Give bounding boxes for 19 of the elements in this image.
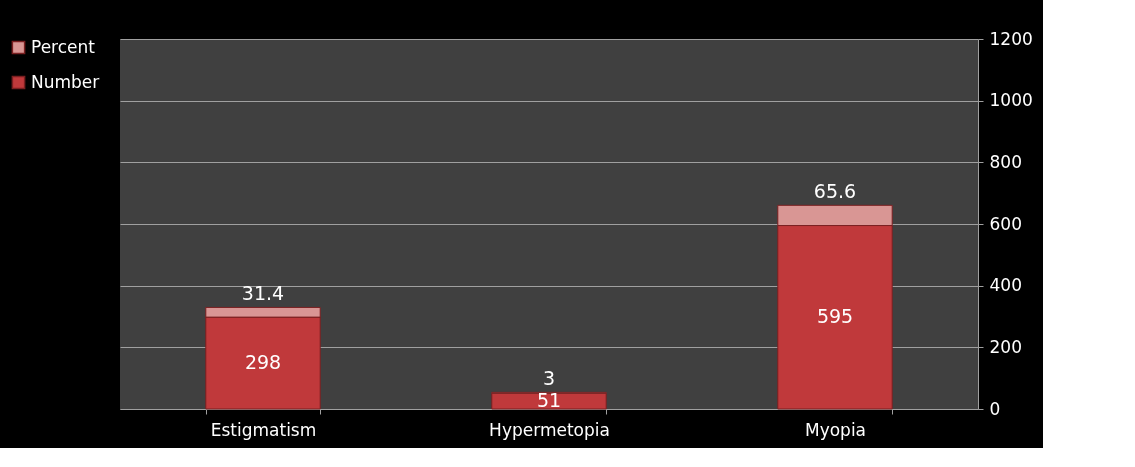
data-label: 595	[816, 305, 854, 328]
data-label: 3	[542, 367, 556, 390]
data-label: 298	[244, 351, 282, 374]
x-tick-label: Hypermetopia	[489, 419, 610, 440]
y-tick-label: 1200	[989, 28, 1033, 49]
data-label: 31.4	[241, 282, 285, 305]
y-tick-label: 1000	[989, 90, 1033, 111]
y-tick-label: 200	[989, 336, 1022, 357]
x-tick-label: Myopia	[804, 419, 867, 440]
legend-label: Number	[31, 71, 100, 92]
data-label: 65.6	[813, 180, 857, 203]
y-tick-label: 400	[989, 275, 1022, 296]
bar	[491, 392, 607, 410]
legend-label: Percent	[31, 36, 96, 57]
data-label: 51	[536, 389, 562, 412]
y-tick-label: 0	[989, 398, 1001, 419]
y-tick-label: 600	[989, 213, 1022, 234]
x-tick-label: Estigmatism	[210, 419, 317, 440]
y-tick-label: 800	[989, 151, 1022, 172]
